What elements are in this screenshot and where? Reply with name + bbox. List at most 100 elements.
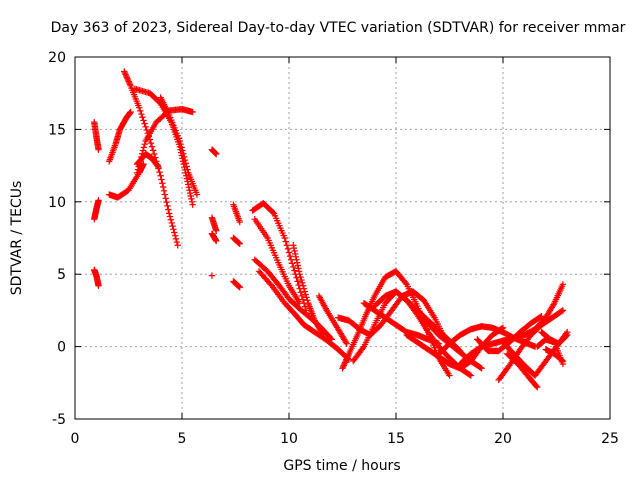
- data-point: [295, 281, 302, 289]
- data-point: [166, 213, 174, 220]
- data-point: [157, 172, 164, 179]
- data-series-track-b: [91, 197, 102, 223]
- data-point: [178, 144, 185, 151]
- data-point: [236, 240, 243, 247]
- data-point: [139, 147, 147, 154]
- data-point: [172, 235, 180, 243]
- data-point: [125, 78, 132, 85]
- data-series-track-l: [208, 214, 220, 234]
- data-point: [298, 276, 305, 284]
- data-point: [282, 238, 289, 245]
- data-point: [559, 307, 567, 314]
- data-point: [173, 238, 181, 246]
- data-point: [269, 209, 277, 216]
- data-point: [139, 114, 146, 121]
- data-point: [283, 242, 291, 249]
- data-series-track-n: [208, 272, 216, 279]
- data-series-track-m: [208, 230, 220, 245]
- data-point: [297, 289, 304, 296]
- data-series-track-i: [157, 94, 201, 198]
- data-point: [290, 263, 297, 271]
- data-point: [189, 108, 196, 116]
- data-point: [290, 242, 297, 249]
- data-point: [213, 150, 220, 158]
- data-point: [149, 147, 157, 154]
- data-series-track-ae: [435, 323, 539, 358]
- data-point: [141, 140, 148, 148]
- data-point: [136, 104, 143, 111]
- data-point: [340, 362, 347, 369]
- data-point: [171, 232, 179, 239]
- data-point: [466, 371, 474, 379]
- y-tick-label: 10: [48, 195, 66, 211]
- data-point: [188, 198, 196, 205]
- data-point: [339, 363, 347, 371]
- data-point: [550, 301, 557, 308]
- data-point: [126, 81, 134, 88]
- data-point: [341, 360, 348, 368]
- data-point: [343, 340, 350, 347]
- data-point: [286, 252, 294, 260]
- chart-title: Day 363 of 2023, Sidereal Day-to-day VTE…: [51, 20, 626, 36]
- data-point: [133, 169, 141, 177]
- data-point: [320, 331, 327, 339]
- data-point: [140, 117, 147, 124]
- data-point: [193, 191, 201, 198]
- y-tick-label: -5: [52, 412, 66, 428]
- data-point: [164, 202, 171, 210]
- data-point: [185, 181, 192, 188]
- data-point: [294, 262, 301, 269]
- data-point: [293, 274, 300, 282]
- data-point: [147, 139, 155, 147]
- data-point: [319, 330, 326, 337]
- data-point: [457, 347, 464, 355]
- data-point: [137, 107, 144, 115]
- data-point: [290, 244, 298, 252]
- data-point: [559, 281, 567, 288]
- data-series-track-y: [335, 288, 449, 343]
- data-series-track-q: [230, 278, 243, 291]
- data-point: [188, 195, 195, 203]
- data-point: [171, 229, 178, 236]
- data-point: [142, 123, 149, 130]
- data-point: [121, 68, 128, 75]
- data-point: [168, 219, 175, 227]
- data-point: [446, 372, 453, 379]
- data-point: [342, 357, 349, 365]
- data-point: [185, 184, 193, 191]
- data-point: [155, 163, 162, 171]
- data-point: [297, 273, 304, 281]
- data-point: [159, 183, 167, 191]
- data-series-track-w: [315, 292, 350, 347]
- data-point: [292, 253, 300, 261]
- data-point: [344, 353, 351, 360]
- data-point: [122, 71, 129, 78]
- data-series-track-v: [290, 242, 327, 339]
- data-point: [126, 79, 133, 87]
- data-point: [534, 383, 541, 391]
- data-point: [299, 279, 306, 287]
- data-point: [95, 146, 102, 153]
- data-point: [291, 267, 298, 274]
- plot-frame: [74, 56, 611, 420]
- y-tick-label: 5: [57, 267, 66, 283]
- data-point: [179, 147, 186, 154]
- data-point: [124, 75, 131, 82]
- data-point: [558, 307, 566, 315]
- data-point: [339, 365, 346, 372]
- data-point: [180, 153, 188, 161]
- data-point: [180, 150, 187, 157]
- data-point: [160, 187, 168, 194]
- y-tick-label: 0: [57, 340, 66, 356]
- data-point: [162, 195, 169, 202]
- data-series-track-am: [538, 328, 571, 347]
- data-series-track-o: [230, 201, 243, 226]
- data-point: [236, 218, 243, 226]
- data-point: [299, 282, 307, 289]
- data-point: [95, 282, 102, 289]
- data-point: [342, 339, 350, 346]
- data-series-track-r: [249, 200, 310, 314]
- data-point: [181, 156, 189, 164]
- data-point: [165, 206, 172, 213]
- data-point: [299, 296, 307, 303]
